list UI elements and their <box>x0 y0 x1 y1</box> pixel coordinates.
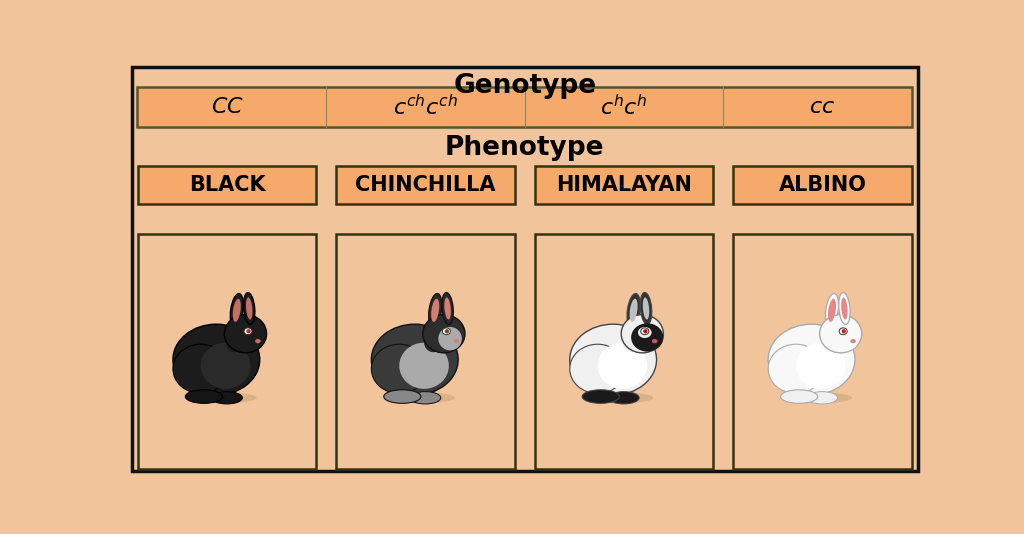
Ellipse shape <box>244 328 252 335</box>
Ellipse shape <box>211 391 243 404</box>
Ellipse shape <box>586 392 653 403</box>
FancyBboxPatch shape <box>733 166 911 204</box>
Text: BLACK: BLACK <box>188 175 265 195</box>
Ellipse shape <box>819 315 862 353</box>
Ellipse shape <box>640 293 651 325</box>
FancyBboxPatch shape <box>535 166 713 204</box>
Ellipse shape <box>825 294 839 327</box>
Ellipse shape <box>410 391 440 404</box>
Ellipse shape <box>424 333 442 352</box>
Ellipse shape <box>444 329 450 333</box>
Ellipse shape <box>399 343 449 389</box>
Ellipse shape <box>201 343 251 389</box>
Ellipse shape <box>623 333 641 352</box>
FancyBboxPatch shape <box>337 166 515 204</box>
FancyBboxPatch shape <box>137 87 912 127</box>
Text: ALBINO: ALBINO <box>778 175 866 195</box>
Ellipse shape <box>821 333 840 352</box>
Ellipse shape <box>444 297 451 319</box>
Ellipse shape <box>583 390 620 403</box>
FancyBboxPatch shape <box>132 67 918 472</box>
Ellipse shape <box>783 392 852 403</box>
Ellipse shape <box>569 344 626 394</box>
Ellipse shape <box>454 339 459 343</box>
Ellipse shape <box>850 339 856 343</box>
Ellipse shape <box>438 327 462 350</box>
Ellipse shape <box>638 327 651 338</box>
Ellipse shape <box>173 344 228 394</box>
FancyBboxPatch shape <box>535 234 713 469</box>
Ellipse shape <box>431 299 439 322</box>
Text: $c^{h}c^{h}$: $c^{h}c^{h}$ <box>600 95 648 120</box>
FancyBboxPatch shape <box>138 234 316 469</box>
Ellipse shape <box>247 329 251 333</box>
Ellipse shape <box>372 324 458 395</box>
Ellipse shape <box>225 333 245 352</box>
Ellipse shape <box>836 327 859 350</box>
Text: HIMALAYAN: HIMALAYAN <box>556 175 692 195</box>
Ellipse shape <box>230 294 244 327</box>
Ellipse shape <box>768 324 855 395</box>
Ellipse shape <box>768 344 824 394</box>
Ellipse shape <box>652 339 657 343</box>
Ellipse shape <box>232 299 241 322</box>
Text: $CC$: $CC$ <box>211 96 244 118</box>
Ellipse shape <box>255 339 261 343</box>
Ellipse shape <box>598 343 647 389</box>
Ellipse shape <box>627 294 640 327</box>
Ellipse shape <box>188 392 257 403</box>
Text: $c^{ch}c^{ch}$: $c^{ch}c^{ch}$ <box>393 95 458 120</box>
Text: CHINCHILLA: CHINCHILLA <box>355 175 496 195</box>
Ellipse shape <box>641 328 649 335</box>
Ellipse shape <box>423 315 465 353</box>
Ellipse shape <box>807 391 838 404</box>
Ellipse shape <box>372 344 427 394</box>
Ellipse shape <box>244 293 255 325</box>
Text: Genotype: Genotype <box>454 73 596 99</box>
Ellipse shape <box>841 297 848 319</box>
Ellipse shape <box>185 390 222 403</box>
Ellipse shape <box>630 299 638 322</box>
Ellipse shape <box>622 315 664 353</box>
FancyBboxPatch shape <box>138 166 316 204</box>
Ellipse shape <box>384 390 421 403</box>
Ellipse shape <box>839 328 847 335</box>
Ellipse shape <box>387 392 455 403</box>
Text: Phenotype: Phenotype <box>445 135 604 161</box>
FancyBboxPatch shape <box>337 234 515 469</box>
Ellipse shape <box>631 323 664 351</box>
Ellipse shape <box>643 297 649 319</box>
Ellipse shape <box>173 324 260 395</box>
Ellipse shape <box>842 329 846 333</box>
Ellipse shape <box>442 328 451 335</box>
Ellipse shape <box>224 315 266 353</box>
Ellipse shape <box>796 343 846 389</box>
Ellipse shape <box>780 390 818 403</box>
Ellipse shape <box>828 299 836 322</box>
Ellipse shape <box>839 293 850 325</box>
Text: $cc$: $cc$ <box>809 96 836 118</box>
Ellipse shape <box>643 329 647 333</box>
FancyBboxPatch shape <box>733 234 911 469</box>
Ellipse shape <box>246 297 253 319</box>
Ellipse shape <box>608 391 639 404</box>
Ellipse shape <box>569 324 656 395</box>
Ellipse shape <box>442 293 454 325</box>
Ellipse shape <box>637 327 660 350</box>
Ellipse shape <box>429 294 441 327</box>
